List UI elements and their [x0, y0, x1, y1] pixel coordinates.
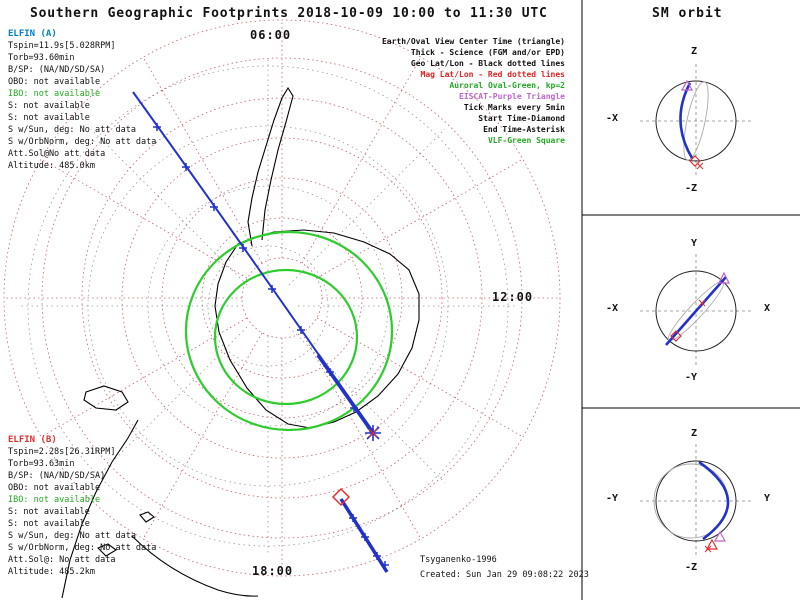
antarctic-peninsula	[247, 86, 294, 247]
island-2	[97, 543, 117, 557]
elfin-b-line: B/SP: (NA/ND/SD/SA)	[8, 471, 106, 481]
legend-line: Thick - Science (FGM and/or EPD)	[410, 48, 565, 57]
panel2-axis-top: Y	[691, 238, 698, 249]
sm-orbit-panel-1	[640, 64, 752, 178]
elfin-b-line: Altitude: 485.2km	[8, 567, 95, 577]
panel-dividers	[581, 0, 800, 600]
auroral-oval	[184, 230, 394, 432]
track-a-tick-marks	[153, 123, 358, 412]
coastlines	[61, 86, 420, 599]
elfin-a-line: Att.Sol@No att data	[8, 149, 106, 159]
end-asterisk-red-overlay	[368, 428, 378, 438]
legend-line: End Time-Asterisk	[483, 125, 565, 134]
panel1-axis-top: Z	[691, 46, 698, 57]
elfin-a-line: IBO: not available	[8, 89, 101, 99]
panel3-triangle-marker-1	[705, 538, 719, 550]
legend-line: Geo Lat/Lon - Black dotted lines	[410, 59, 565, 68]
elfin-b-line: S: not available	[8, 507, 90, 517]
elfin-a-header: ELFIN (A)	[8, 29, 57, 39]
panel3-axis-top: Z	[691, 428, 698, 439]
panel2-asterisk-marker	[698, 299, 706, 307]
elfin-b-line: Att.Sol@: No att data	[8, 555, 116, 565]
elfin-a-line: S: not available	[8, 101, 90, 111]
elfin-a-info: ELFIN (A) Tspin=11.9s[5.028RPM] Torb=93.…	[8, 28, 156, 172]
panel2-axis-left: -X	[606, 303, 619, 314]
antarctica-mainland	[214, 229, 420, 429]
legend-line: VLF-Green Square	[487, 136, 565, 145]
sm-orbit-panel-3	[640, 444, 752, 558]
elfin-b-line: Tspin=2.28s[26.31RPM]	[8, 447, 116, 457]
sm-orbit-title: SM orbit	[652, 6, 723, 21]
legend-line: Auroral Oval-Green, kp=2	[449, 81, 565, 90]
island-1	[83, 385, 129, 411]
mag-grid	[3, 19, 561, 577]
elfin-a-line: S w/OrbNorm, deg: No att data	[8, 137, 157, 147]
elfin-b-header: ELFIN (B)	[8, 435, 57, 445]
page-title: Southern Geographic Footprints 2018-10-0…	[30, 6, 548, 21]
mlt-label-1200: 12:00	[492, 290, 534, 304]
panel3-axis-bottom: -Z	[685, 562, 698, 573]
panel3-asterisk-marker	[704, 545, 712, 553]
legend-line: Start Time-Diamond	[478, 114, 565, 123]
elfin-a-line: B/SP: (NA/ND/SD/SA)	[8, 65, 106, 75]
panel1-diamond-marker	[689, 155, 701, 167]
elfin-b-line: S w/Sun, deg: No att data	[8, 531, 136, 541]
elfin-a-line: OBO: not available	[8, 77, 101, 87]
coast-fragment-bottom	[131, 535, 259, 597]
panel1-triangle-marker	[680, 79, 694, 91]
legend-line: EISCAT-Purple Triangle	[459, 92, 565, 101]
elfin-a-line: S: not available	[8, 113, 90, 123]
elfin-track-b	[339, 498, 389, 573]
island-3	[139, 511, 155, 523]
panel1-asterisk-marker	[696, 162, 704, 170]
created-timestamp: Created: Sun Jan 29 09:08:22 2023	[420, 570, 589, 580]
field-model-label: Tsyganenko-1996	[420, 555, 497, 565]
legend-line: Mag Lat/Lon - Red dotted lines	[420, 70, 566, 79]
elfin-b-line: OBO: not available	[8, 483, 101, 493]
panel1-axis-bottom: -Z	[685, 183, 698, 194]
track-b-tick-marks	[349, 514, 389, 569]
elfin-a-line: Tspin=11.9s[5.028RPM]	[8, 41, 116, 51]
panel2-diamond-marker	[670, 330, 682, 342]
legend-line: Earth/Oval View Center Time (triangle)	[381, 37, 565, 46]
panel2-triangle-marker	[718, 271, 730, 284]
panel3-triangle-marker-2	[713, 530, 727, 542]
panel2-axis-bottom: -Y	[685, 372, 698, 383]
geo-grid	[18, 56, 518, 556]
panel3-axis-right: Y	[764, 493, 771, 504]
mlt-label-0600: 06:00	[250, 28, 292, 42]
map-legend: Earth/Oval View Center Time (triangle) T…	[320, 36, 565, 146]
elfin-b-line: S: not available	[8, 519, 90, 529]
legend-line: Tick Marks every 5min	[463, 103, 565, 112]
south-america-coast	[61, 419, 139, 599]
elfin-b-line: S w/OrbNorm, deg: No att data	[8, 543, 157, 553]
elfin-b-info: ELFIN (B) Tspin=2.28s[26.31RPM] Torb=93.…	[8, 434, 156, 578]
elfin-a-line: Torb=93.60min	[8, 53, 75, 63]
elfin-a-line: Altitude: 485.0km	[8, 161, 95, 171]
elfin-a-line: S w/Sun, deg: No att data	[8, 125, 136, 135]
panel2-axis-right: X	[764, 303, 771, 314]
panel3-axis-left: -Y	[606, 493, 619, 504]
mlt-label-1800: 18:00	[252, 564, 294, 578]
panel1-axis-left: -X	[606, 113, 619, 124]
start-time-diamond-marker	[331, 487, 351, 507]
elfin-b-line: IBO: not available	[8, 495, 101, 505]
sm-orbit-panel-2	[640, 254, 752, 368]
elfin-b-line: Torb=93.63min	[8, 459, 75, 469]
